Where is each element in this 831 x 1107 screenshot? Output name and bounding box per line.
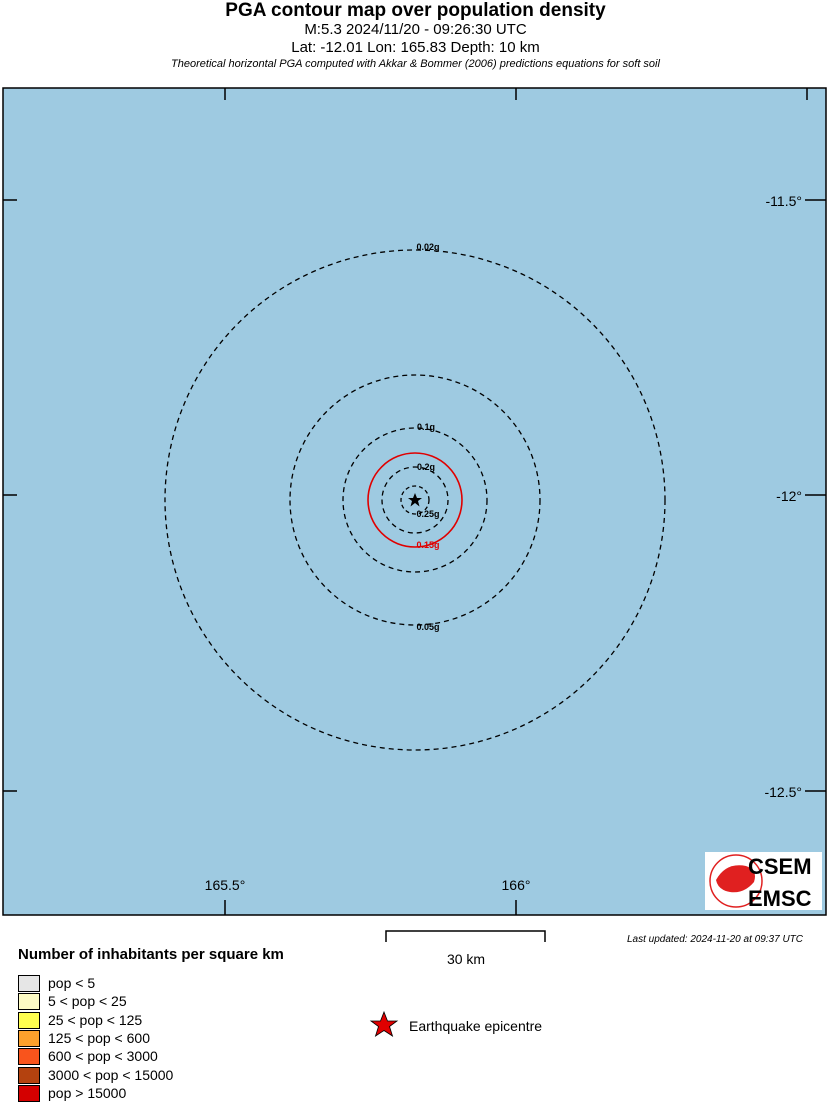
event-location: Lat: -12.01 Lon: 165.83 Depth: 10 km xyxy=(291,39,540,56)
csem-emsc-logo: CSEM EMSC xyxy=(705,852,822,911)
legend-swatch xyxy=(18,1066,40,1084)
contour-0.25g xyxy=(400,485,430,515)
legend-label: pop < 5 xyxy=(48,975,96,991)
legend-label: pop > 15000 xyxy=(48,1084,127,1101)
lat-label: -12.5° xyxy=(764,784,802,800)
event-info: M:5.3 2024/11/20 - 09:26:30 UTC xyxy=(304,21,527,38)
method-note: Theoretical horizontal PGA computed with… xyxy=(171,58,660,70)
contour-label: 0.25g xyxy=(416,509,439,519)
legend-label: 25 < pop < 125 xyxy=(48,1011,143,1028)
legend-swatch xyxy=(18,1048,40,1066)
contour-0.1g xyxy=(342,427,488,573)
contour-0.05g xyxy=(289,374,541,626)
scale-label: 30 km xyxy=(447,951,485,967)
legend-swatch xyxy=(18,1084,40,1102)
scale-bar xyxy=(385,930,546,942)
legend-swatch xyxy=(18,1029,40,1047)
epicentre-star-icon xyxy=(408,493,422,507)
legend-swatch xyxy=(18,993,40,1011)
svg-text:EMSC: EMSC xyxy=(748,886,812,911)
contour-0.15g xyxy=(367,452,463,548)
svg-text:CSEM: CSEM xyxy=(748,854,812,879)
lon-label: 165.5° xyxy=(205,877,246,893)
legend-swatch xyxy=(18,1011,40,1029)
legend-label: 5 < pop < 25 xyxy=(48,993,127,1010)
contour-label: 0.05g xyxy=(416,622,439,632)
contour-0.2g xyxy=(381,466,449,534)
map-title: PGA contour map over population density xyxy=(225,0,606,21)
legend-label: 3000 < pop < 15000 xyxy=(48,1066,174,1083)
contour-label: 0.2g xyxy=(417,462,435,472)
lon-label: 166° xyxy=(502,877,531,893)
legend-title: Number of inhabitants per square km xyxy=(18,946,284,963)
epicentre-legend-star-icon xyxy=(369,1010,399,1037)
contour-0.02g xyxy=(164,249,666,751)
contour-label: 0.15g xyxy=(416,540,439,550)
contour-label: 0.1g xyxy=(417,422,435,432)
legend-swatch xyxy=(18,975,40,992)
lat-label: -12° xyxy=(776,488,802,504)
contour-label: 0.02g xyxy=(416,242,439,252)
legend-label: 600 < pop < 3000 xyxy=(48,1048,158,1065)
epicentre-legend-label: Earthquake epicentre xyxy=(409,1018,542,1034)
axis-ticks xyxy=(3,88,826,915)
lat-label: -11.5° xyxy=(766,193,802,209)
last-updated: Last updated: 2024-11-20 at 09:37 UTC xyxy=(627,934,804,945)
legend-label: 125 < pop < 600 xyxy=(48,1029,150,1046)
